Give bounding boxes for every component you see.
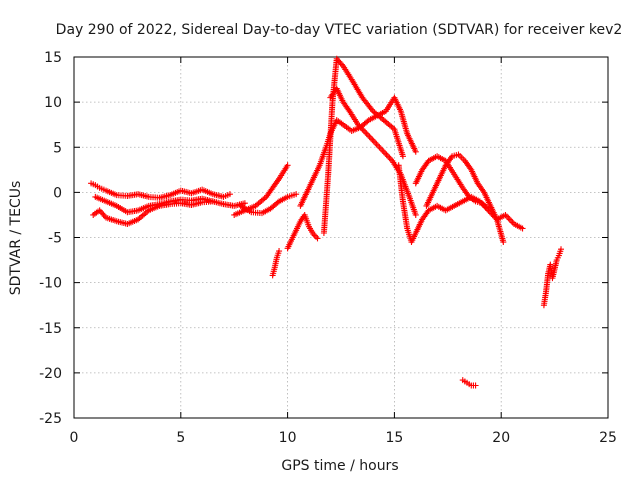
- series-noon-branch-2: [320, 55, 406, 236]
- data-point: [519, 225, 526, 232]
- chart-title: Day 290 of 2022, Sidereal Day-to-day VTE…: [56, 22, 623, 38]
- data-point: [412, 148, 419, 155]
- data-point: [336, 58, 343, 65]
- data-point: [506, 216, 513, 223]
- series-morning-band-middle: [92, 193, 216, 216]
- data-point: [226, 191, 233, 198]
- x-tick-label: 0: [70, 430, 79, 446]
- data-point: [101, 213, 108, 220]
- y-tick-label: 0: [53, 185, 62, 201]
- data-point: [335, 57, 342, 64]
- x-tick-label: 25: [599, 430, 617, 446]
- data-point: [376, 144, 383, 151]
- series-afternoon-bump: [412, 153, 492, 212]
- data-point: [377, 145, 384, 152]
- data-point: [338, 61, 345, 68]
- y-tick-label: -20: [39, 366, 62, 382]
- data-point: [337, 60, 344, 67]
- series-pre-noon-low: [237, 191, 300, 217]
- data-point: [379, 147, 386, 154]
- data-point: [241, 200, 248, 207]
- data-point: [369, 136, 376, 143]
- data-point: [367, 135, 374, 142]
- data-point: [363, 130, 370, 137]
- data-point: [372, 139, 379, 146]
- y-tick-label: 10: [44, 95, 62, 111]
- data-point: [383, 151, 390, 158]
- axis-ticks: [73, 56, 609, 419]
- data-point: [412, 211, 419, 218]
- y-tick-label: -15: [39, 321, 62, 337]
- data-point: [209, 198, 216, 205]
- series-short-segment-10h: [284, 211, 321, 252]
- x-tick-label: 15: [385, 430, 403, 446]
- data-point: [384, 153, 391, 160]
- data-point: [284, 162, 291, 169]
- y-tick-label: 5: [53, 140, 62, 156]
- data-point: [472, 382, 479, 389]
- data-point: [399, 153, 406, 160]
- data-point: [276, 248, 283, 255]
- data-point: [333, 55, 340, 62]
- data-point: [373, 141, 380, 148]
- data-point: [362, 129, 369, 136]
- data-point: [96, 207, 103, 214]
- x-tick-label: 10: [279, 430, 297, 446]
- series-late-evening-cluster: [540, 246, 565, 309]
- data-point: [314, 235, 321, 242]
- data-point: [370, 138, 377, 145]
- y-tick-label: 15: [44, 50, 62, 66]
- data-point: [274, 199, 281, 206]
- data-point: [99, 210, 106, 217]
- series-morning-band-upper: [88, 180, 233, 201]
- grid: [74, 57, 608, 418]
- data-point: [382, 150, 389, 157]
- data-point: [313, 233, 320, 240]
- y-tick-label: -5: [48, 231, 62, 247]
- data-point: [558, 246, 565, 253]
- data-point: [508, 217, 515, 224]
- x-tick-label: 5: [176, 430, 185, 446]
- data-point: [386, 154, 393, 161]
- data-points: [88, 55, 565, 389]
- x-axis-label: GPS time / hours: [281, 458, 398, 474]
- y-tick-labels: 15 10 5 0 -5 -10 -15 -20 -25: [39, 50, 62, 427]
- series-isolated-low-segment: [459, 377, 479, 389]
- series-morning-band-lower: [90, 198, 248, 227]
- series-short-segment-9h: [269, 248, 283, 279]
- y-axis-label: SDTVAR / TECUs: [8, 181, 24, 296]
- data-point: [293, 191, 300, 198]
- series-afternoon-drop: [395, 162, 526, 246]
- x-tick-label: 20: [492, 430, 510, 446]
- data-point: [366, 133, 373, 140]
- data-point: [380, 148, 387, 155]
- data-point: [97, 208, 104, 215]
- data-point: [365, 132, 372, 139]
- series-pre-noon-rise: [231, 162, 291, 218]
- data-point: [100, 211, 107, 218]
- series-afternoon-wave: [423, 151, 507, 246]
- data-point: [375, 142, 382, 149]
- x-tick-labels: 0 5 10 15 20 25: [70, 430, 617, 446]
- data-point: [503, 213, 510, 220]
- data-point: [364, 118, 371, 125]
- data-point: [500, 239, 507, 246]
- y-tick-label: -25: [39, 411, 62, 427]
- y-tick-label: -10: [39, 276, 62, 292]
